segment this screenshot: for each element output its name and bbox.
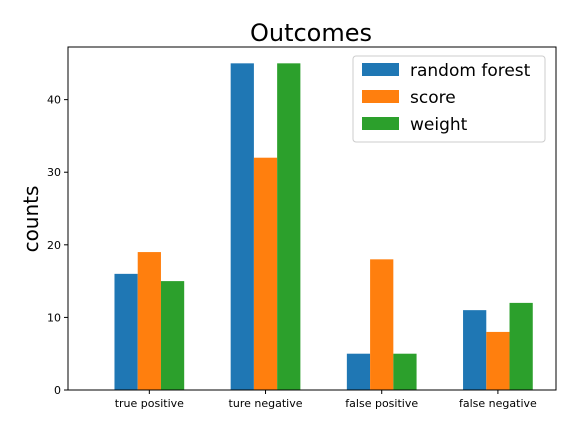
x-tick-label: ture negative — [229, 397, 303, 410]
legend-swatch — [362, 90, 399, 103]
x-tick-label: false positive — [345, 397, 418, 410]
axes-layer: 0 10 20 30 40 true positive ture negative false… — [47, 46, 557, 410]
y-tick-label: 30 — [47, 166, 61, 179]
chart-title: Outcomes — [250, 19, 372, 47]
bar-score-2 — [370, 259, 394, 390]
bar-random-forest-2 — [346, 353, 371, 390]
bar-weight-0 — [160, 281, 185, 390]
legend-swatch — [362, 117, 399, 130]
legend-label: random forest — [410, 61, 531, 81]
bar-weight-1 — [277, 63, 301, 390]
bar-random-forest-0 — [114, 273, 138, 390]
legend-label: score — [410, 88, 456, 108]
legend-swatch — [362, 63, 399, 76]
y-tick-label: 20 — [47, 239, 61, 252]
legend-label: weight — [410, 115, 468, 135]
bar-score-1 — [253, 157, 278, 390]
y-tick-label: 0 — [54, 384, 61, 397]
bar-random-forest-1 — [230, 63, 254, 390]
bar-score-3 — [486, 331, 510, 390]
bar-score-0 — [137, 252, 161, 390]
legend: random forest score weight — [352, 55, 546, 143]
y-tick-label: 40 — [47, 94, 61, 107]
bar-weight-2 — [393, 353, 417, 390]
legend-box — [352, 55, 546, 143]
x-tick-label: false negative — [459, 397, 537, 410]
plot-frame — [67, 46, 557, 391]
x-tick-label: true positive — [115, 397, 184, 410]
bar-random-forest-3 — [463, 310, 487, 390]
bar-weight-3 — [509, 302, 533, 390]
y-axis-label: counts — [19, 186, 43, 253]
bars-layer — [114, 63, 533, 390]
y-tick-label: 10 — [47, 311, 61, 324]
